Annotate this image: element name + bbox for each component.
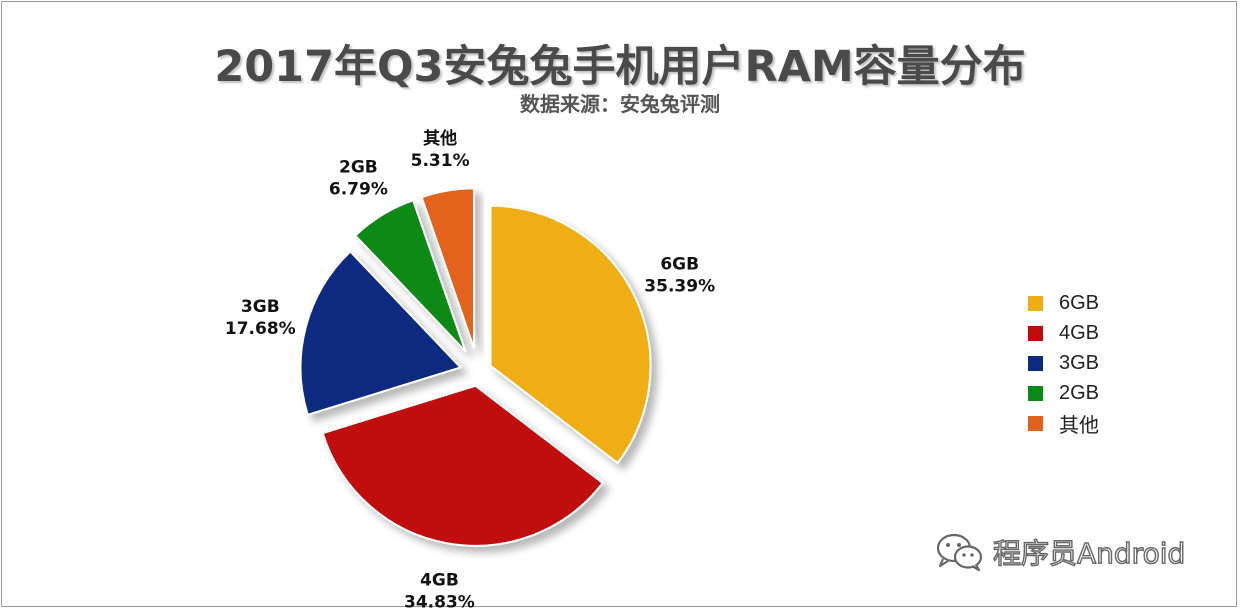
slice-label-6GB: 6GB 35.39% [644,254,715,296]
wechat-icon [936,533,983,572]
legend-item-3GB: 3GB [1028,348,1099,378]
pie-slice-6GB [489,204,652,465]
slice-category-4GB: 4GB [420,571,459,591]
pie-slice-其他 [420,187,476,349]
slice-category-6GB: 6GB [660,254,699,274]
legend-swatch [1028,415,1043,431]
legend-item-其他: 其他 [1028,408,1099,438]
slice-percent-6GB: 35.39% [644,276,715,296]
slice-category-2GB: 2GB [339,158,378,178]
legend-item-6GB: 6GB [1028,288,1099,318]
slice-percent-其他: 5.31% [411,151,470,171]
legend-label: 其他 [1059,414,1099,437]
watermark-text: 程序员Android [992,536,1186,570]
chart-subtitle: 数据来源：安兔兔评测 [520,92,720,116]
legend-label: 2GB [1059,381,1100,404]
legend-swatch [1028,325,1043,341]
pie-slice-4GB [321,384,605,547]
legend-label: 4GB [1059,321,1100,344]
pie-slice-2GB [353,199,467,353]
slice-category-3GB: 3GB [241,297,280,317]
slice-label-2GB: 2GB 6.79% [329,158,388,200]
slice-percent-4GB: 34.83% [404,593,475,610]
legend-label: 6GB [1059,291,1100,314]
slice-label-其他: 其他 5.31% [411,128,470,171]
chart-legend: 6GB 4GB 3GB 2GB 其他 [1028,288,1099,438]
chart-title: 2017年Q3安兔兔手机用户RAM容量分布 [214,42,1026,92]
legend-swatch [1028,295,1043,311]
slice-label-3GB: 3GB 17.68% [225,297,296,339]
legend-item-4GB: 4GB [1028,318,1099,348]
legend-label: 3GB [1059,351,1100,374]
watermark: 程序员Android [935,532,1186,572]
slice-category-其他: 其他 [423,128,457,149]
slice-label-4GB: 4GB 34.83% [404,571,475,610]
legend-swatch [1028,355,1043,371]
slice-percent-2GB: 6.79% [329,180,388,200]
legend-swatch [1028,385,1043,401]
legend-item-2GB: 2GB [1028,378,1099,408]
slice-percent-3GB: 17.68% [225,319,296,339]
pie-slice-3GB [299,250,463,417]
